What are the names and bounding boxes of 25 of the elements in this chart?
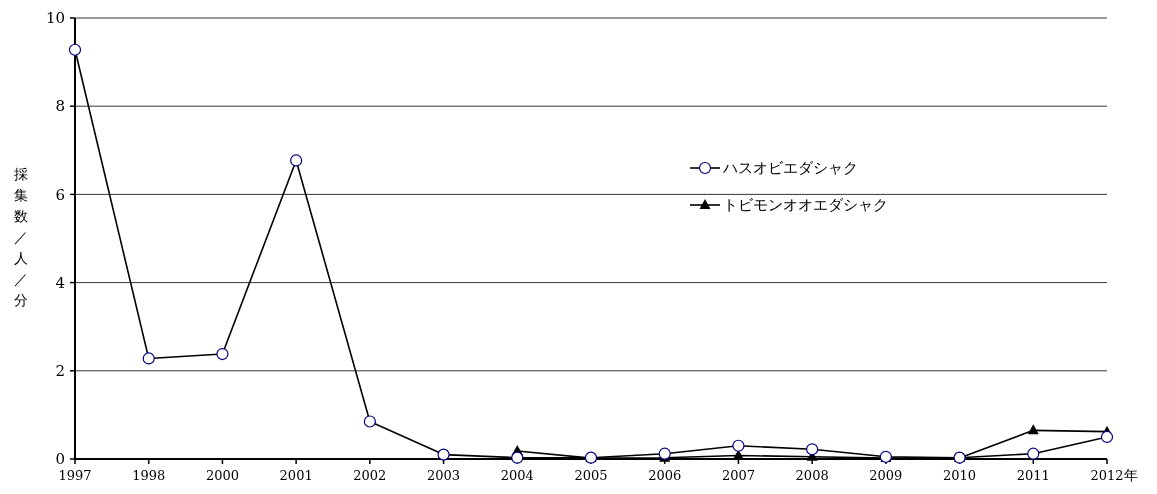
legend-label: ハスオビエダシャク xyxy=(722,159,858,178)
x-tick-label: 2007 xyxy=(721,468,755,483)
x-tick-label: 2002 xyxy=(353,468,387,483)
x-tick-label: 2005 xyxy=(574,468,608,483)
x-tick-label: 1997 xyxy=(58,468,92,483)
x-tick-label: 2011 xyxy=(1016,468,1050,483)
y-tick-label: 6 xyxy=(55,185,65,204)
x-tick-label: 2009 xyxy=(869,468,903,483)
x-tick-label: 1998 xyxy=(132,468,166,483)
y-tick-label: 0 xyxy=(55,450,65,469)
x-tick-label: 2006 xyxy=(648,468,682,483)
x-tick-label: 2000 xyxy=(205,468,239,483)
y-tick-label: 4 xyxy=(55,273,65,292)
x-tick-label: 2008 xyxy=(795,468,829,483)
x-tick-label: 2004 xyxy=(500,468,534,483)
x-tick-label: 2001 xyxy=(279,468,313,483)
legend-label: トビモンオオエダシャク xyxy=(723,196,888,215)
x-tick-label: 2012 xyxy=(1090,468,1124,483)
x-axis-title: 年 xyxy=(1124,467,1138,483)
x-tick-label: 2010 xyxy=(943,468,977,483)
y-tick-label: 10 xyxy=(45,9,65,28)
y-axis-title: 採集数／人／分 xyxy=(14,166,28,308)
x-tick-label: 2003 xyxy=(427,468,461,483)
y-tick-label: 8 xyxy=(55,97,65,116)
y-tick-label: 2 xyxy=(55,362,65,381)
